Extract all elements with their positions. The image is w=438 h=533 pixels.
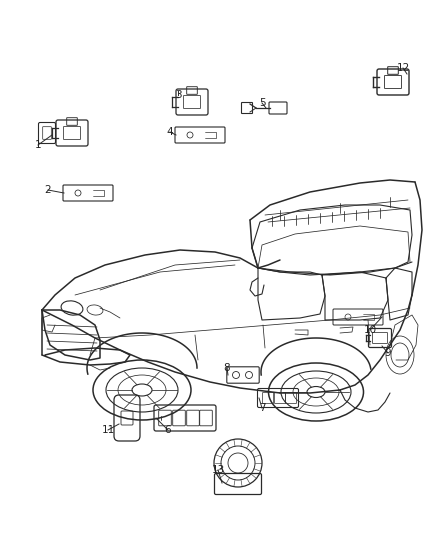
Text: 3: 3 — [175, 90, 181, 100]
Text: 1: 1 — [35, 140, 41, 150]
Text: 11: 11 — [101, 425, 115, 435]
Text: 4: 4 — [167, 127, 173, 137]
Text: 7: 7 — [259, 403, 265, 413]
Text: 2: 2 — [45, 185, 51, 195]
Text: 9: 9 — [385, 348, 391, 358]
Text: 10: 10 — [364, 325, 377, 335]
Text: 6: 6 — [165, 425, 171, 435]
Text: 8: 8 — [224, 363, 230, 373]
Text: 5: 5 — [259, 98, 265, 108]
Text: 13: 13 — [212, 465, 225, 475]
Text: 12: 12 — [396, 63, 410, 73]
